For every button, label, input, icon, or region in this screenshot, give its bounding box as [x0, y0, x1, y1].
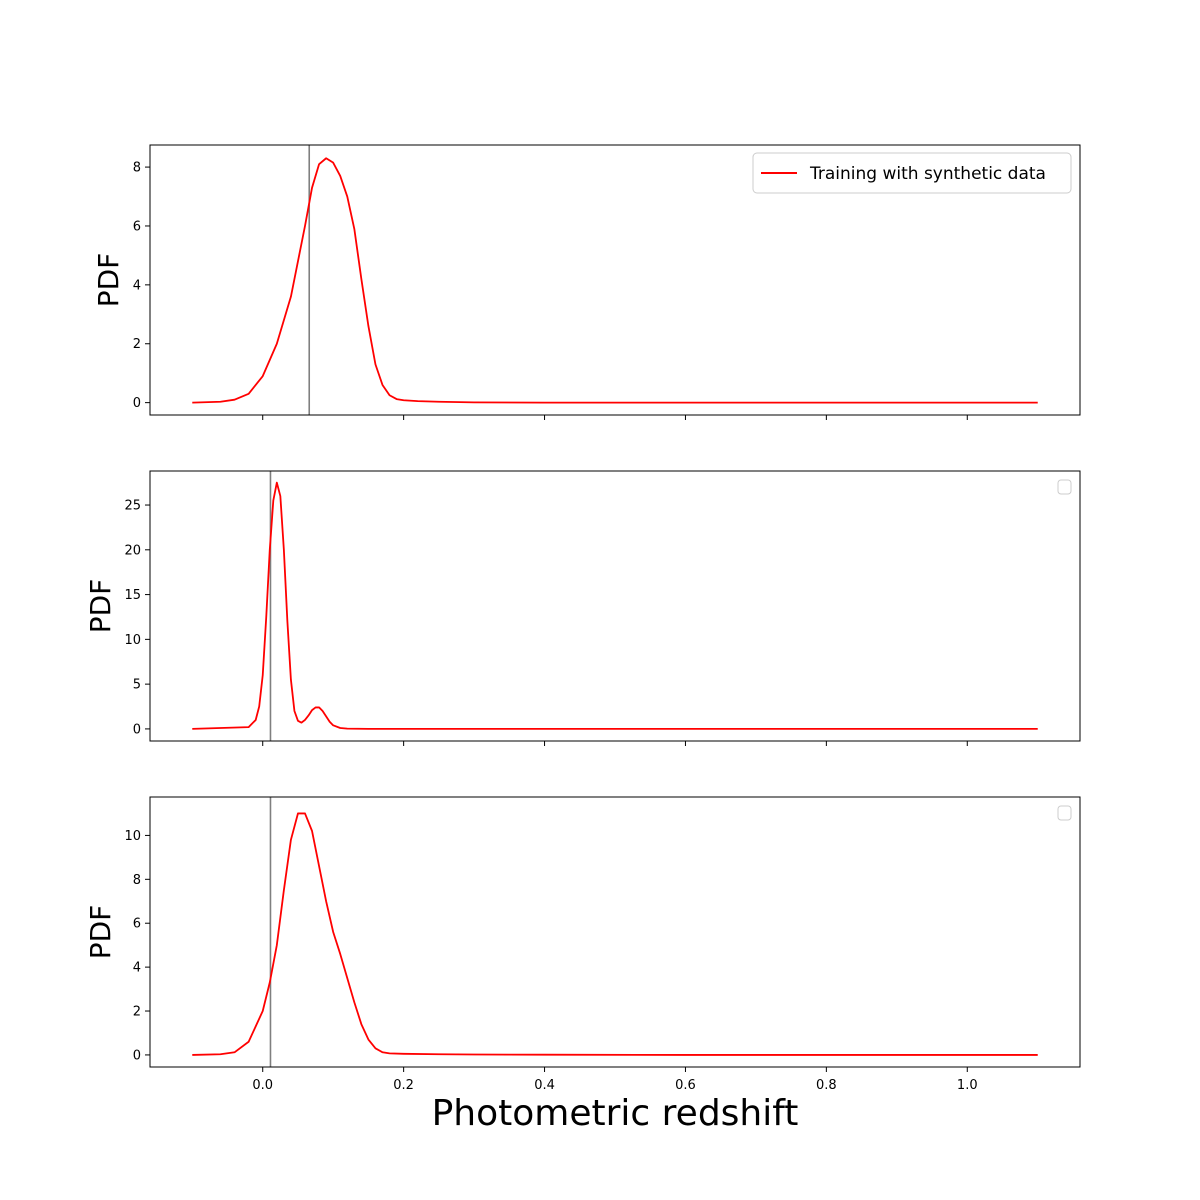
y-tick-label: 2	[133, 337, 141, 352]
y-axis-label: PDF	[92, 253, 125, 308]
y-tick-label: 20	[124, 543, 141, 558]
x-tick-label: 0.0	[252, 1078, 273, 1093]
y-tick-label: 5	[133, 678, 141, 693]
legend-box-empty	[1057, 479, 1072, 495]
y-axis-label: PDF	[84, 579, 117, 634]
y-tick-label: 10	[124, 633, 141, 648]
y-tick-label: 0	[133, 722, 141, 737]
panel-3: 0 2 4 6 8 10 0.0 0.2 0.4 0.6 0.8 1.0 PDF	[84, 796, 1081, 1093]
legend: Training with synthetic data	[752, 152, 1072, 194]
y-tick-label: 25	[124, 499, 141, 514]
y-tick-label: 10	[124, 829, 141, 844]
y-tick-label: 2	[133, 1005, 141, 1020]
x-tick-label: 0.4	[534, 1078, 555, 1093]
axes-frame	[149, 470, 1081, 742]
panel-1: 0 2 4 6 8 PDF Training with synthetic data	[92, 144, 1081, 420]
y-tick-label: 0	[133, 396, 141, 411]
x-tick-label: 0.2	[393, 1078, 414, 1093]
y-tick-label: 15	[124, 588, 141, 603]
y-tick-label: 8	[133, 161, 141, 176]
x-axis-label: Photometric redshift	[432, 1093, 799, 1134]
panel-2: 0 5 10 15 20 25 PDF	[84, 470, 1081, 746]
axes-frame	[149, 144, 1081, 416]
y-tick-label: 4	[133, 961, 141, 976]
legend-box-empty	[1057, 805, 1072, 821]
x-tick-label: 0.6	[675, 1078, 696, 1093]
y-tick-label: 6	[133, 219, 141, 234]
axes-frame	[149, 796, 1081, 1068]
x-tick-label: 0.8	[816, 1078, 837, 1093]
y-tick-label: 0	[133, 1048, 141, 1063]
series-line-1	[192, 812, 1038, 1056]
legend-box	[752, 152, 1072, 194]
y-tick-label: 4	[133, 278, 141, 293]
series-line-1	[192, 481, 1038, 730]
x-tick-label: 1.0	[957, 1078, 978, 1093]
y-tick-label: 6	[133, 917, 141, 932]
y-tick-label: 8	[133, 873, 141, 888]
y-axis-label: PDF	[84, 905, 117, 960]
series-line-1	[192, 157, 1038, 404]
legend-label: Training with synthetic data	[809, 164, 1046, 184]
